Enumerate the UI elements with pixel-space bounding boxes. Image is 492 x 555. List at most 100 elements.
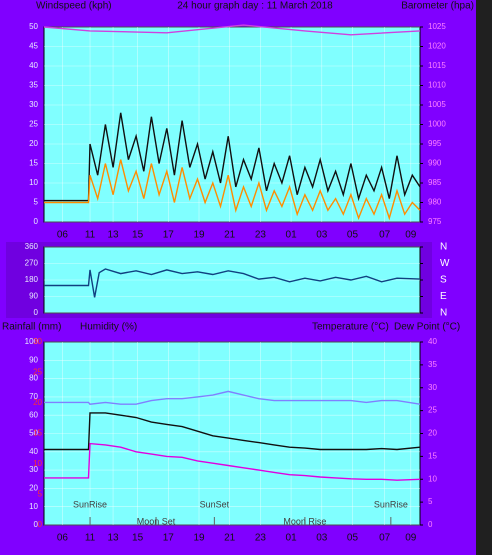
y-tick-label: 20: [29, 139, 38, 148]
series-line: [44, 268, 421, 298]
axis-label: Windspeed (kph): [36, 1, 112, 12]
y2-tick-label: 15: [428, 451, 437, 460]
y-tick-label: 100: [25, 337, 39, 346]
x-tick-label: 01: [286, 230, 298, 241]
x-tick-label: 13: [107, 230, 119, 241]
axis-label: Temperature (°C): [312, 322, 389, 333]
series-line: [44, 112, 421, 202]
y2-tick-label: 40: [428, 337, 437, 346]
y-tick-label: 10: [29, 502, 38, 511]
y2-tick-label: N: [440, 242, 447, 253]
x-tick-label: 06: [57, 230, 69, 241]
y2-tick-label: 985: [428, 178, 442, 187]
x-tick-label: 13: [107, 533, 119, 544]
y2-tick-label: 35: [428, 360, 437, 369]
series-line: [44, 390, 421, 405]
x-tick-label: 19: [193, 230, 205, 241]
y-tick-label: 0: [34, 217, 39, 226]
y2-tick-label: 1020: [428, 42, 446, 51]
y3-tick-label: 5: [38, 490, 43, 499]
x-tick-label: 23: [255, 230, 267, 241]
event-label: SunSet: [200, 499, 230, 509]
series-line: [44, 412, 421, 451]
y-tick-label: 70: [29, 392, 38, 401]
y2-tick-label: 990: [428, 159, 442, 168]
y-tick-label: 15: [29, 159, 38, 168]
y-tick-label: 30: [29, 100, 38, 109]
y-tick-label: 0: [34, 520, 39, 529]
x-tick-label: 07: [379, 230, 391, 241]
axis-label: Barometer (hpa): [401, 1, 474, 12]
x-tick-label: 15: [132, 230, 144, 241]
x-tick-label: 21: [224, 230, 236, 241]
chart-title: 24 hour graph day : 11 March 2018: [177, 1, 333, 12]
event-label: Moon Rise: [283, 516, 326, 526]
y3-tick-label: 25: [33, 368, 42, 377]
y-tick-label: 270: [25, 259, 39, 268]
y-tick-label: 40: [29, 61, 38, 70]
y2-tick-label: W: [440, 258, 450, 269]
y2-tick-label: 20: [428, 429, 437, 438]
series-line: [44, 442, 421, 481]
right-border: [476, 0, 492, 555]
y2-tick-label: 30: [428, 383, 437, 392]
y2-tick-label: 10: [428, 474, 437, 483]
y-tick-label: 0: [34, 308, 39, 317]
x-tick-label: 11: [85, 230, 96, 241]
y3-tick-label: 0: [38, 520, 43, 529]
axis-label: Rainfall (mm): [2, 322, 61, 333]
x-tick-label: 17: [163, 230, 175, 241]
y2-tick-label: 25: [428, 406, 437, 415]
x-tick-label: 05: [347, 533, 359, 544]
x-tick-label: 06: [57, 533, 69, 544]
x-tick-label: 19: [193, 533, 205, 544]
axis-label: Humidity (%): [80, 322, 137, 333]
y-tick-label: 45: [29, 42, 38, 51]
y2-tick-label: 1015: [428, 61, 446, 70]
x-tick-label: 17: [163, 533, 175, 544]
y2-tick-label: 980: [428, 198, 442, 207]
x-tick-label: 01: [286, 533, 298, 544]
y-tick-label: 90: [29, 355, 38, 364]
y2-tick-label: 975: [428, 217, 442, 226]
y-tick-label: 50: [29, 429, 38, 438]
y3-tick-label: 10: [33, 459, 42, 468]
x-tick-label: 15: [132, 533, 144, 544]
y-tick-label: 80: [29, 374, 38, 383]
series-line: [44, 159, 421, 221]
y-tick-label: 25: [29, 120, 38, 129]
y2-tick-label: 995: [428, 139, 442, 148]
y-tick-label: 35: [29, 81, 38, 90]
x-tick-label: 07: [379, 533, 391, 544]
y-tick-label: 180: [25, 275, 39, 284]
y-tick-label: 30: [29, 465, 38, 474]
event-label: SunRise: [73, 499, 107, 509]
x-tick-label: 05: [347, 230, 359, 241]
x-tick-label: 09: [405, 230, 417, 241]
y-tick-label: 20: [29, 484, 38, 493]
y2-tick-label: E: [440, 291, 447, 302]
y3-tick-label: 30: [33, 337, 42, 346]
y3-tick-label: 15: [33, 429, 42, 438]
y2-tick-label: 1025: [428, 22, 446, 31]
y-tick-label: 10: [29, 178, 38, 187]
y2-tick-label: N: [440, 308, 447, 319]
y2-tick-label: 1010: [428, 81, 446, 90]
series-line: [43, 24, 421, 36]
y-tick-label: 60: [29, 410, 38, 419]
y3-tick-label: 20: [33, 398, 42, 407]
x-tick-label: 03: [316, 533, 328, 544]
event-label: SunRise: [374, 499, 408, 509]
y-tick-label: 360: [25, 242, 39, 251]
x-tick-label: 11: [85, 533, 96, 544]
y2-tick-label: 5: [428, 497, 433, 506]
y2-tick-label: 1000: [428, 120, 446, 129]
axis-label: Dew Point (°C): [394, 322, 460, 333]
x-tick-label: 23: [255, 533, 267, 544]
x-tick-label: 03: [316, 230, 328, 241]
y-tick-label: 90: [29, 292, 38, 301]
x-tick-label: 09: [405, 533, 417, 544]
y-tick-label: 50: [29, 22, 38, 31]
y2-tick-label: 0: [428, 520, 433, 529]
